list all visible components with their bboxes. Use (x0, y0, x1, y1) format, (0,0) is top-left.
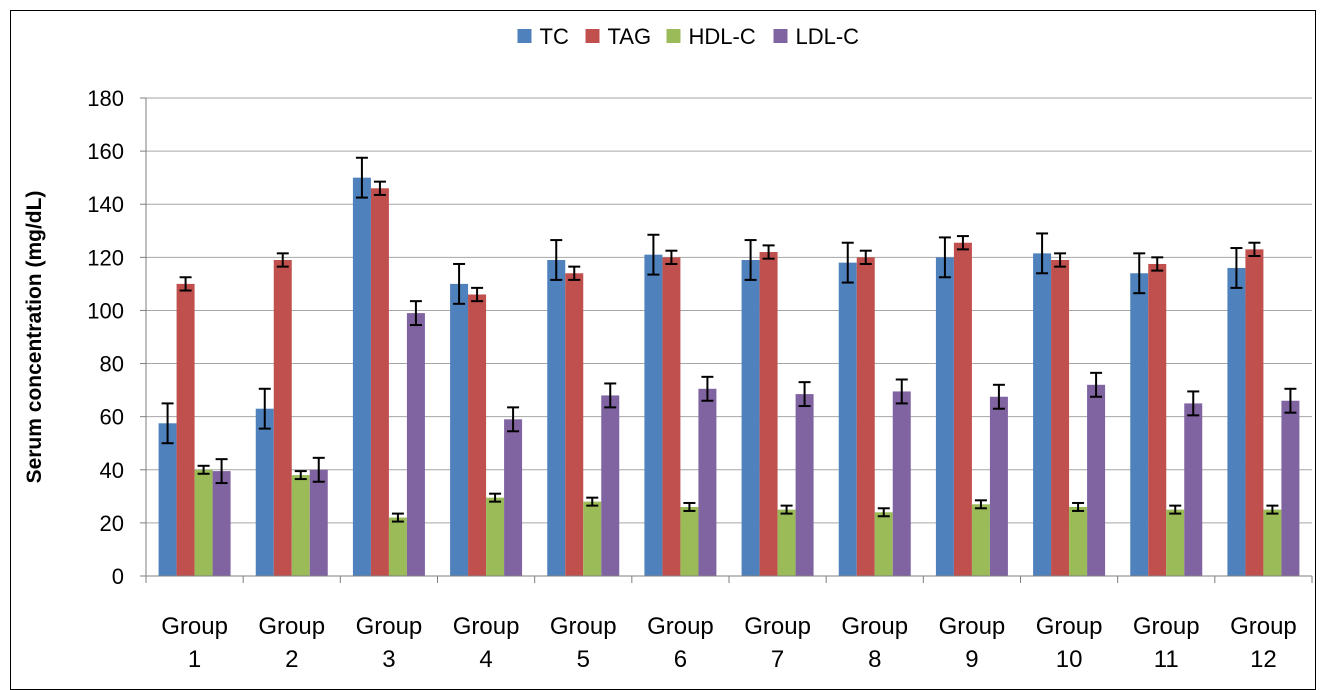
bar-ldl-c (1087, 384, 1106, 576)
y-axis: 0 20 40 60 80 100 120 140 160 180 (87, 86, 147, 589)
bar-tag (856, 257, 875, 576)
bar-ldl-c (309, 469, 328, 576)
legend-swatch-tc (517, 29, 532, 43)
x-tick-label: Group (161, 613, 228, 640)
bar-ldl-c (989, 396, 1008, 576)
bar-hdl-c (971, 504, 990, 576)
x-tick-label: 6 (674, 646, 687, 673)
bar-ldl-c (1184, 403, 1203, 576)
x-tick-label: Group (1133, 613, 1200, 640)
bar-tc (158, 423, 177, 576)
bar-tc (547, 259, 566, 576)
x-tick-label: 9 (965, 646, 978, 673)
legend-label-ldl-c: LDL-C (796, 24, 860, 49)
bar-tc (741, 259, 760, 576)
bar-tag (759, 252, 778, 576)
bar-hdl-c (1166, 509, 1185, 576)
x-tick-label: Group (453, 613, 520, 640)
y-tick-label: 100 (87, 298, 124, 323)
x-axis: Group 1 Group 2 Group 3 Group 4 Group 5 Group 6 Grou… (145, 575, 1313, 673)
bar-ldl-c (1281, 400, 1300, 576)
x-tick-label: Group (841, 613, 908, 640)
bar-tc (352, 177, 371, 576)
bar-tag (1245, 249, 1264, 576)
x-tick-label: Group (258, 613, 325, 640)
bar-ldl-c (212, 471, 231, 576)
legend-label-hdl-c: HDL-C (689, 24, 756, 49)
x-tick-label: 12 (1250, 646, 1277, 673)
bar-tag (1148, 263, 1167, 576)
y-tick-label: 40 (100, 458, 124, 483)
bar-hdl-c (583, 501, 602, 576)
bar-tc (644, 254, 663, 576)
gridlines (146, 97, 1312, 524)
x-tick-label: Group (939, 613, 1006, 640)
bar-hdl-c (680, 506, 699, 576)
bar-ldl-c (892, 391, 911, 576)
bar-tag (370, 188, 389, 577)
bar-tc (838, 262, 857, 576)
bar-tag (662, 257, 681, 576)
x-tick-label: Group (1230, 613, 1297, 640)
bar-tag (1051, 259, 1070, 576)
x-tick-label: 1 (188, 646, 201, 673)
bar-hdl-c (388, 517, 407, 576)
bar-hdl-c (1069, 506, 1088, 576)
bar-hdl-c (874, 512, 893, 576)
y-tick-label: 120 (87, 245, 124, 270)
x-tick-label: Group (744, 613, 811, 640)
bar-ldl-c (698, 388, 717, 576)
x-tick-label: 2 (285, 646, 298, 673)
bar-ldl-c (504, 419, 523, 576)
x-tick-label: 5 (577, 646, 590, 673)
x-tick-label: Group (647, 613, 714, 640)
legend: TC TAG HDL-C LDL-C (517, 24, 860, 49)
legend-swatch-tag (585, 29, 600, 43)
x-tick-label: 4 (479, 646, 492, 673)
bar-tag (565, 273, 584, 576)
x-tick-label: 10 (1056, 646, 1083, 673)
legend-label-tc: TC (540, 24, 569, 49)
bar-ldl-c (601, 395, 620, 576)
bar-hdl-c (777, 509, 796, 576)
bar-tc (935, 257, 954, 576)
x-tick-label: 11 (1154, 646, 1179, 673)
y-tick-label: 20 (100, 511, 124, 536)
bar-tc (1227, 267, 1246, 576)
bar-tag (273, 259, 292, 576)
bar-tc (1033, 253, 1052, 576)
bar-tc (1130, 273, 1149, 576)
y-axis-label: Serum concentration (mg/dL) (23, 191, 46, 484)
x-tick-label: Group (356, 613, 423, 640)
bar-ldl-c (406, 313, 425, 576)
y-tick-label: 160 (87, 139, 124, 164)
x-tick-label: 3 (382, 646, 395, 673)
y-tick-label: 80 (100, 352, 124, 377)
bar-tc (450, 283, 469, 576)
x-tick-label: Group (550, 613, 617, 640)
x-tick-label: 7 (771, 646, 784, 673)
y-tick-label: 180 (87, 86, 124, 111)
legend-label-tag: TAG (608, 24, 652, 49)
bar-tag (176, 283, 195, 576)
legend-swatch-ldl-c (773, 29, 788, 43)
y-tick-label: 60 (100, 405, 124, 430)
bar-tag (468, 294, 487, 576)
bar-tag (953, 242, 972, 576)
y-tick-label: 0 (112, 564, 124, 589)
bar-ldl-c (795, 394, 814, 576)
bar-tc (255, 408, 274, 576)
y-tick-label: 140 (87, 192, 124, 217)
bars (158, 156, 1300, 577)
legend-swatch-hdl-c (666, 29, 681, 43)
x-tick-label: Group (1036, 613, 1103, 640)
bar-hdl-c (194, 469, 213, 576)
bar-hdl-c (1263, 509, 1282, 576)
bar-hdl-c (486, 497, 505, 576)
x-tick-label: 8 (868, 646, 881, 673)
bar-hdl-c (291, 475, 310, 576)
